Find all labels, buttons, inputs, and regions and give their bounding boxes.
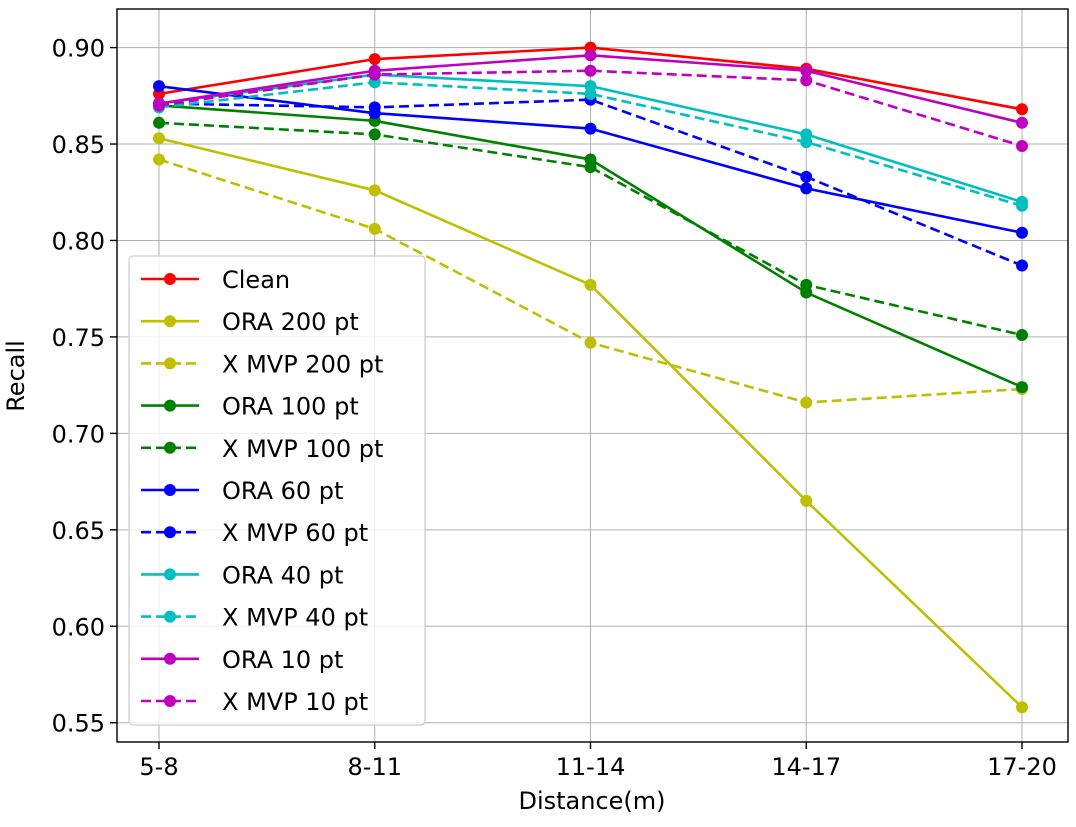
legend-item-ora-10-pt: ORA 10 pt [141, 646, 343, 674]
data-point-x-mvp-40-pt [800, 136, 813, 149]
y-tick-label: 0.75 [52, 324, 105, 352]
series-line-x-mvp-60-pt [158, 98, 1023, 267]
x-axis-ticks: 5-8 8-11 11-14 14-17 17-20 [139, 742, 1057, 781]
data-point-ora-200-pt [153, 132, 165, 145]
data-point-x-mvp-100-pt [1016, 328, 1028, 341]
data-point-ora-10-pt [1016, 116, 1028, 129]
series-line-x-mvp-40-pt [158, 81, 1023, 207]
data-point-x-mvp-60-pt [1016, 259, 1028, 272]
legend-marker-swatch [164, 526, 176, 539]
data-point-ora-60-pt [1016, 226, 1028, 239]
data-point-ora-10-pt [584, 49, 597, 62]
x-tick-label: 14-17 [771, 753, 841, 781]
plot-area-frame [116, 8, 1069, 743]
y-tick-label: 0.70 [52, 420, 105, 448]
data-point-ora-10-pt [800, 64, 813, 77]
legend-label: X MVP 200 pt [222, 350, 383, 378]
y-axis-ticks: 0.55 0.60 0.65 0.70 0.75 0.80 0.85 0.90 [52, 35, 117, 738]
legend-item-x-mvp-40-pt: X MVP 40 pt [141, 604, 368, 632]
series-ora-60-pt [153, 80, 1028, 239]
legend-item-ora-100-pt: ORA 100 pt [141, 393, 359, 421]
y-tick-label: 0.55 [52, 710, 105, 738]
data-point-x-mvp-200-pt [584, 336, 597, 349]
series-line-x-mvp-100-pt [158, 121, 1023, 337]
legend-marker-swatch [164, 610, 176, 623]
x-tick-label: 17-20 [987, 753, 1057, 781]
legend: Clean ORA 200 pt X MVP 200 pt ORA 100 pt X M… [128, 255, 426, 726]
legend-label: X MVP 10 pt [222, 688, 368, 716]
x-tick-label: 5-8 [139, 753, 178, 781]
legend-label: ORA 60 pt [222, 477, 343, 505]
data-point-x-mvp-10-pt [153, 99, 165, 112]
series-x-mvp-100-pt [153, 116, 1028, 341]
data-point-ora-200-pt [584, 278, 597, 291]
legend-marker-swatch [164, 315, 176, 328]
legend-label: ORA 10 pt [222, 646, 343, 674]
data-point-ora-60-pt [584, 122, 597, 135]
legend-item-x-mvp-100-pt: X MVP 100 pt [141, 435, 383, 463]
legend-marker-swatch [164, 441, 176, 454]
legend-item-ora-60-pt: ORA 60 pt [141, 477, 343, 505]
data-point-x-mvp-10-pt [584, 64, 597, 77]
y-tick-label: 0.65 [52, 517, 105, 545]
data-point-ora-60-pt [153, 80, 165, 93]
legend-label: Clean [222, 266, 290, 294]
data-point-clean [368, 53, 381, 66]
legend-item-x-mvp-10-pt: X MVP 10 pt [141, 688, 368, 716]
legend-label: ORA 200 pt [222, 308, 359, 336]
data-point-x-mvp-10-pt [1016, 139, 1028, 152]
data-point-x-mvp-60-pt [368, 101, 381, 114]
data-point-x-mvp-100-pt [153, 116, 165, 129]
data-point-x-mvp-200-pt [800, 396, 813, 409]
data-point-x-mvp-100-pt [584, 161, 597, 174]
legend-marker-swatch [164, 357, 176, 370]
data-point-x-mvp-60-pt [800, 170, 813, 183]
x-tick-label: 11-14 [556, 753, 626, 781]
legend-item-ora-40-pt: ORA 40 pt [141, 561, 343, 589]
data-point-ora-60-pt [800, 182, 813, 195]
data-point-ora-200-pt [368, 184, 381, 197]
data-point-clean [1016, 103, 1028, 116]
y-tick-label: 0.60 [52, 613, 105, 641]
series-x-mvp-10-pt [153, 64, 1028, 152]
legend-box [128, 255, 426, 726]
data-point-x-mvp-100-pt [800, 278, 813, 291]
y-axis-title: Recall [2, 340, 30, 412]
series-ora-200-pt [153, 132, 1028, 714]
legend-label: X MVP 100 pt [222, 435, 383, 463]
data-point-x-mvp-200-pt [368, 222, 381, 235]
legend-item-ora-200-pt: ORA 200 pt [141, 308, 359, 336]
legend-marker-swatch [164, 695, 176, 707]
x-axis-title: Distance(m) [518, 787, 665, 815]
data-point-x-mvp-100-pt [368, 128, 381, 141]
data-point-x-mvp-200-pt [153, 153, 165, 166]
y-tick-label: 0.85 [52, 131, 105, 159]
data-point-ora-200-pt [800, 494, 813, 507]
legend-marker-swatch [164, 484, 176, 496]
data-point-x-mvp-40-pt [1016, 199, 1028, 212]
data-point-x-mvp-10-pt [800, 74, 813, 87]
series-lines [153, 41, 1028, 714]
legend-marker-swatch [164, 273, 176, 285]
data-point-x-mvp-40-pt [584, 87, 597, 100]
legend-item-x-mvp-60-pt: X MVP 60 pt [141, 519, 368, 547]
x-tick-label: 8-11 [348, 753, 402, 781]
legend-marker-swatch [164, 652, 176, 665]
legend-marker-swatch [164, 399, 176, 412]
y-tick-label: 0.80 [52, 227, 105, 255]
legend-item-x-mvp-200-pt: X MVP 200 pt [141, 350, 383, 378]
legend-label: X MVP 60 pt [222, 519, 368, 547]
data-point-ora-200-pt [1016, 701, 1028, 714]
data-point-ora-100-pt [1016, 381, 1028, 394]
data-point-x-mvp-10-pt [368, 68, 381, 81]
series-line-x-mvp-10-pt [158, 69, 1023, 148]
y-tick-label: 0.90 [52, 35, 105, 63]
legend-label: ORA 100 pt [222, 393, 359, 421]
legend-item-clean: Clean [141, 266, 290, 294]
legend-label: ORA 40 pt [222, 561, 343, 589]
legend-marker-swatch [164, 568, 176, 581]
legend-label: X MVP 40 pt [222, 604, 368, 632]
